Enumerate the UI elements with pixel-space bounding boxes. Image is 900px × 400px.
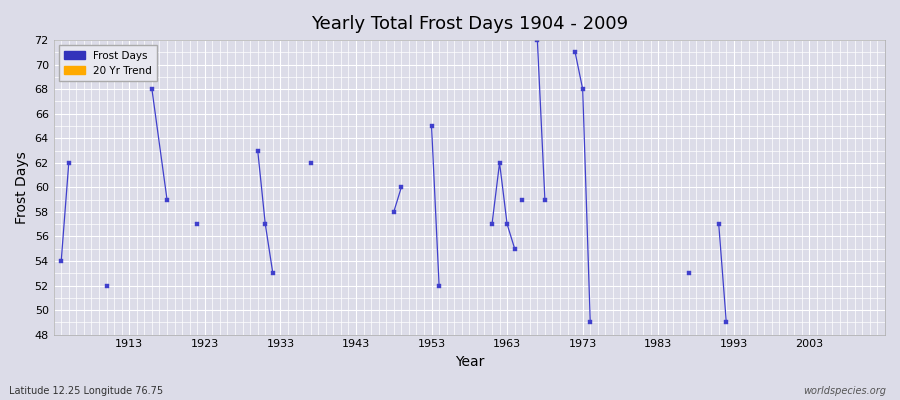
X-axis label: Year: Year <box>454 355 484 369</box>
Text: Latitude 12.25 Longitude 76.75: Latitude 12.25 Longitude 76.75 <box>9 386 163 396</box>
Legend: Frost Days, 20 Yr Trend: Frost Days, 20 Yr Trend <box>58 45 158 81</box>
Title: Yearly Total Frost Days 1904 - 2009: Yearly Total Frost Days 1904 - 2009 <box>310 15 628 33</box>
Text: worldspecies.org: worldspecies.org <box>804 386 886 396</box>
Y-axis label: Frost Days: Frost Days <box>15 151 29 224</box>
